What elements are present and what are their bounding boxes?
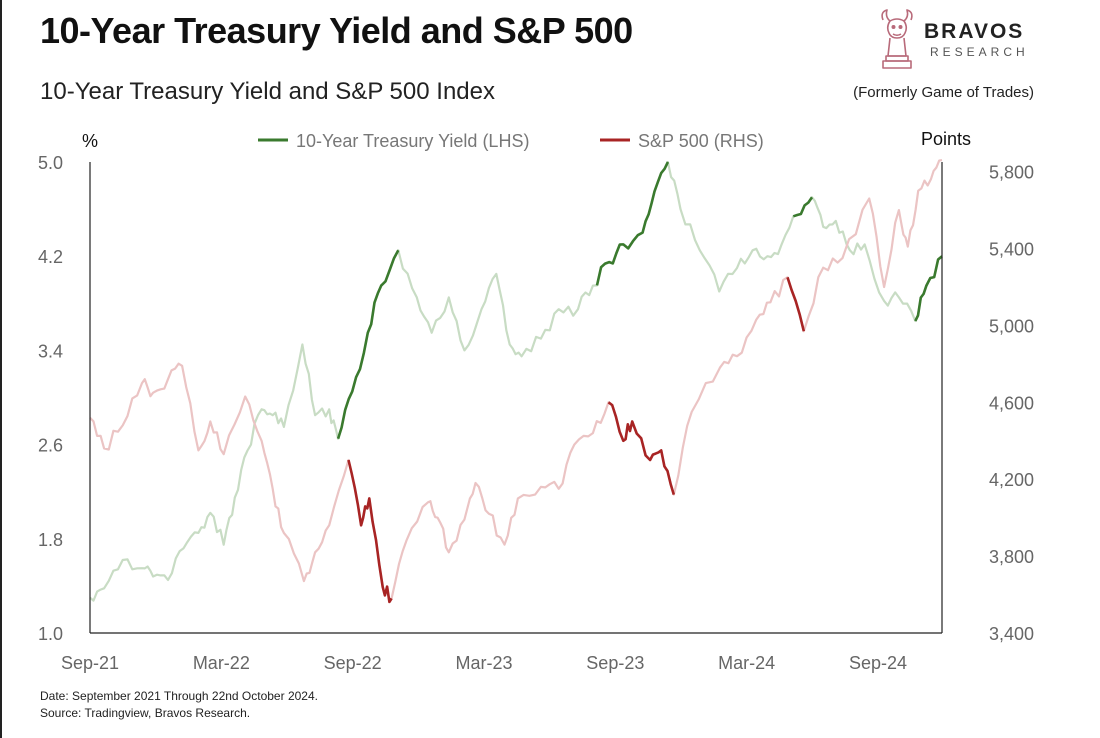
brand-formerly-note: (Formerly Game of Trades) (853, 84, 1034, 101)
legend-label-spx: S&P 500 (RHS) (638, 131, 764, 151)
x-tick-label: Sep-22 (324, 653, 382, 673)
highlight-segment-spx (607, 401, 676, 495)
y-left-tick-label: 1.0 (38, 624, 63, 644)
series-line-yield (89, 160, 943, 602)
y-right-tick-label: 4,200 (989, 470, 1034, 490)
chart-notes: Date: September 2021 Through 22nd Octobe… (40, 688, 318, 722)
brand-logo: BRAVOS RESEARCH (876, 8, 1046, 78)
y-right-axis-label: Points (921, 129, 971, 149)
series-line-spx (89, 159, 943, 603)
x-tick-label: Sep-21 (61, 653, 119, 673)
highlight-segment-yield (792, 196, 814, 218)
date-note: Date: September 2021 Through 22nd Octobe… (40, 689, 318, 703)
bull-chess-icon (881, 9, 913, 69)
axes: 5.0 4.2 3.4 2.6 1.8 1.0 5,800 5,400 5,000 4,600 4,… (38, 153, 1034, 673)
highlight-segment-spx (786, 276, 806, 332)
y-left-tick-label: 3.4 (38, 341, 63, 361)
plot-area (89, 159, 943, 604)
y-right-tick-label: 3,400 (989, 624, 1034, 644)
y-left-tick-label: 1.8 (38, 530, 63, 550)
brand-subtitle: RESEARCH (930, 45, 1029, 59)
y-right-tick-label: 5,000 (989, 316, 1034, 336)
left-border (0, 0, 2, 738)
legend: 10-Year Treasury Yield (LHS) S&P 500 (RH… (258, 131, 764, 151)
x-tick-label: Sep-24 (849, 653, 907, 673)
y-left-axis-label: % (82, 131, 98, 151)
highlight-segment-yield (914, 255, 943, 322)
brand-name: BRAVOS (924, 20, 1025, 43)
y-left-tick-label: 4.2 (38, 247, 63, 267)
x-tick-label: Mar-23 (455, 653, 512, 673)
legend-label-yield: 10-Year Treasury Yield (LHS) (296, 131, 529, 151)
highlight-segment-yield (595, 161, 670, 286)
x-tick-label: Mar-24 (718, 653, 775, 673)
y-left-tick-label: 5.0 (38, 153, 63, 173)
x-tick-label: Sep-23 (586, 653, 644, 673)
source-note: Source: Tradingview, Bravos Research. (40, 706, 251, 720)
y-right-tick-label: 5,800 (989, 163, 1034, 183)
x-tick-label: Mar-22 (193, 653, 250, 673)
y-right-tick-label: 4,600 (989, 393, 1034, 413)
highlight-segment-yield (336, 249, 400, 440)
y-right-tick-label: 3,800 (989, 547, 1034, 567)
highlight-segment-spx (347, 459, 393, 604)
chart-subtitle: 10-Year Treasury Yield and S&P 500 Index (40, 78, 495, 105)
y-left-tick-label: 2.6 (38, 436, 63, 456)
y-right-tick-label: 5,400 (989, 240, 1034, 260)
chart-title: 10-Year Treasury Yield and S&P 500 (40, 10, 633, 51)
